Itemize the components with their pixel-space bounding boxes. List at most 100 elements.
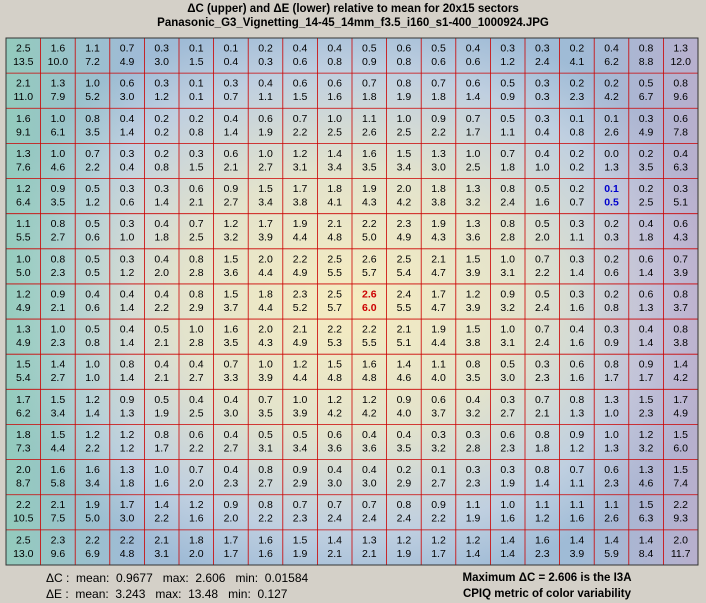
cell-dc-value: 1.5 — [224, 288, 239, 300]
cell-de-value: 1.4 — [639, 267, 654, 279]
cell-de-value: 2.1 — [327, 548, 342, 560]
cell-de-value: 2.4 — [500, 197, 515, 209]
cell-dc-value: 0.7 — [258, 394, 273, 406]
cell-dc-value: 0.3 — [466, 429, 481, 441]
cell-de-value: 2.1 — [189, 197, 204, 209]
cell-de-value: 1.6 — [570, 372, 585, 384]
cell-dc-value: 2.1 — [397, 324, 412, 336]
cell-de-value: 1.0 — [120, 232, 135, 244]
cell-dc-value: 0.3 — [673, 183, 688, 195]
cell-dc-value: 0.9 — [51, 288, 66, 300]
cell-de-value: 1.8 — [500, 161, 515, 173]
cell-dc-value: 0.6 — [258, 113, 273, 125]
cell-dc-value: 1.1 — [431, 359, 446, 371]
cell-de-value: 7.5 — [51, 513, 66, 525]
cell-de-value: 3.9 — [673, 267, 688, 279]
cell-dc-value: 0.4 — [154, 218, 169, 230]
cell-dc-value: 0.2 — [604, 78, 619, 90]
cell-de-value: 2.3 — [466, 478, 481, 490]
cell-de-value: 2.1 — [154, 372, 169, 384]
cell-de-value: 8.7 — [16, 478, 31, 490]
cell-dc-value: 2.5 — [16, 43, 31, 55]
cell-de-value: 1.2 — [120, 442, 135, 454]
cell-de-value: 1.4 — [120, 126, 135, 138]
cell-de-value: 1.8 — [639, 232, 654, 244]
cell-de-value: 1.1 — [570, 478, 585, 490]
cell-de-value: 1.0 — [604, 407, 619, 419]
cell-dc-value: 0.4 — [362, 464, 377, 476]
cell-dc-value: 0.2 — [639, 148, 654, 160]
cell-dc-value: 0.1 — [604, 183, 619, 195]
cell-dc-value: 0.2 — [604, 253, 619, 265]
cell-de-value: 3.9 — [466, 267, 481, 279]
cell-de-value: 5.4 — [397, 267, 412, 279]
cell-dc-value: 2.6 — [362, 288, 377, 300]
cell-dc-value: 1.5 — [466, 324, 481, 336]
cell-de-value: 6.2 — [16, 407, 31, 419]
cell-de-value: 7.8 — [673, 126, 688, 138]
cell-de-value: 2.0 — [535, 232, 550, 244]
cell-dc-value: 1.5 — [51, 394, 66, 406]
cell-dc-value: 1.4 — [51, 359, 66, 371]
cell-dc-value: 1.6 — [362, 148, 377, 160]
cell-dc-value: 2.5 — [397, 253, 412, 265]
cell-de-value: 1.5 — [189, 56, 204, 68]
cell-dc-value: 2.0 — [673, 534, 688, 546]
cell-dc-value: 1.7 — [293, 183, 308, 195]
cell-de-value: 9.6 — [673, 91, 688, 103]
cell-de-value: 0.8 — [154, 161, 169, 173]
cell-dc-value: 2.2 — [16, 499, 31, 511]
cell-dc-value: 2.2 — [327, 324, 342, 336]
cell-dc-value: 1.2 — [431, 534, 446, 546]
cell-de-value: 4.2 — [673, 372, 688, 384]
cell-dc-value: 1.0 — [293, 394, 308, 406]
cell-de-value: 0.7 — [224, 91, 239, 103]
cell-dc-value: 2.2 — [85, 534, 100, 546]
cell-de-value: 1.9 — [500, 478, 515, 490]
cell-de-value: 1.4 — [120, 372, 135, 384]
cell-de-value: 4.8 — [120, 548, 135, 560]
cell-dc-value: 1.0 — [51, 113, 66, 125]
cell-de-value: 2.4 — [535, 56, 550, 68]
cell-de-value: 4.3 — [362, 197, 377, 209]
cell-de-value: 4.4 — [258, 267, 273, 279]
cell-de-value: 4.9 — [120, 56, 135, 68]
cell-de-value: 3.0 — [120, 91, 135, 103]
cell-dc-value: 2.0 — [397, 183, 412, 195]
cell-de-value: 3.0 — [500, 372, 515, 384]
cell-de-value: 3.8 — [293, 197, 308, 209]
cell-dc-value: 1.3 — [466, 218, 481, 230]
metric-line-1: Maximum ΔC = 2.606 is the I3A — [462, 572, 632, 584]
cell-dc-value: 0.5 — [535, 183, 550, 195]
cell-de-value: 2.6 — [362, 126, 377, 138]
cell-de-value: 3.2 — [224, 232, 239, 244]
cell-dc-value: 0.8 — [604, 359, 619, 371]
cell-de-value: 3.4 — [397, 161, 412, 173]
cell-labels: 2.513.51.610.01.17.20.74.90.33.00.11.50.… — [13, 43, 691, 560]
cell-dc-value: 0.6 — [673, 113, 688, 125]
cell-dc-value: 0.6 — [397, 43, 412, 55]
cell-dc-value: 1.6 — [16, 113, 31, 125]
cpiq-metric-note: Maximum ΔC = 2.606 is the I3A CPIQ metri… — [452, 570, 642, 602]
cell-dc-value: 0.3 — [189, 148, 204, 160]
cell-dc-value: 0.4 — [293, 43, 308, 55]
cell-dc-value: 1.5 — [466, 253, 481, 265]
cell-de-value: 1.4 — [154, 197, 169, 209]
cell-de-value: 9.3 — [673, 513, 688, 525]
cell-de-value: 1.5 — [293, 91, 308, 103]
cell-de-value: 5.1 — [397, 337, 412, 349]
cell-dc-value: 1.5 — [327, 359, 342, 371]
cell-de-value: 1.2 — [535, 513, 550, 525]
cell-dc-value: 0.3 — [604, 324, 619, 336]
cell-de-value: 1.1 — [570, 232, 585, 244]
cell-dc-value: 0.3 — [120, 218, 135, 230]
cell-de-value: 4.4 — [51, 442, 66, 454]
cell-dc-value: 1.2 — [466, 288, 481, 300]
cell-dc-value: 0.5 — [535, 288, 550, 300]
cell-de-value: 0.7 — [570, 197, 585, 209]
cell-dc-value: 1.6 — [51, 464, 66, 476]
cell-dc-value: 0.8 — [500, 183, 515, 195]
cell-dc-value: 0.5 — [154, 394, 169, 406]
cell-de-value: 2.5 — [189, 407, 204, 419]
